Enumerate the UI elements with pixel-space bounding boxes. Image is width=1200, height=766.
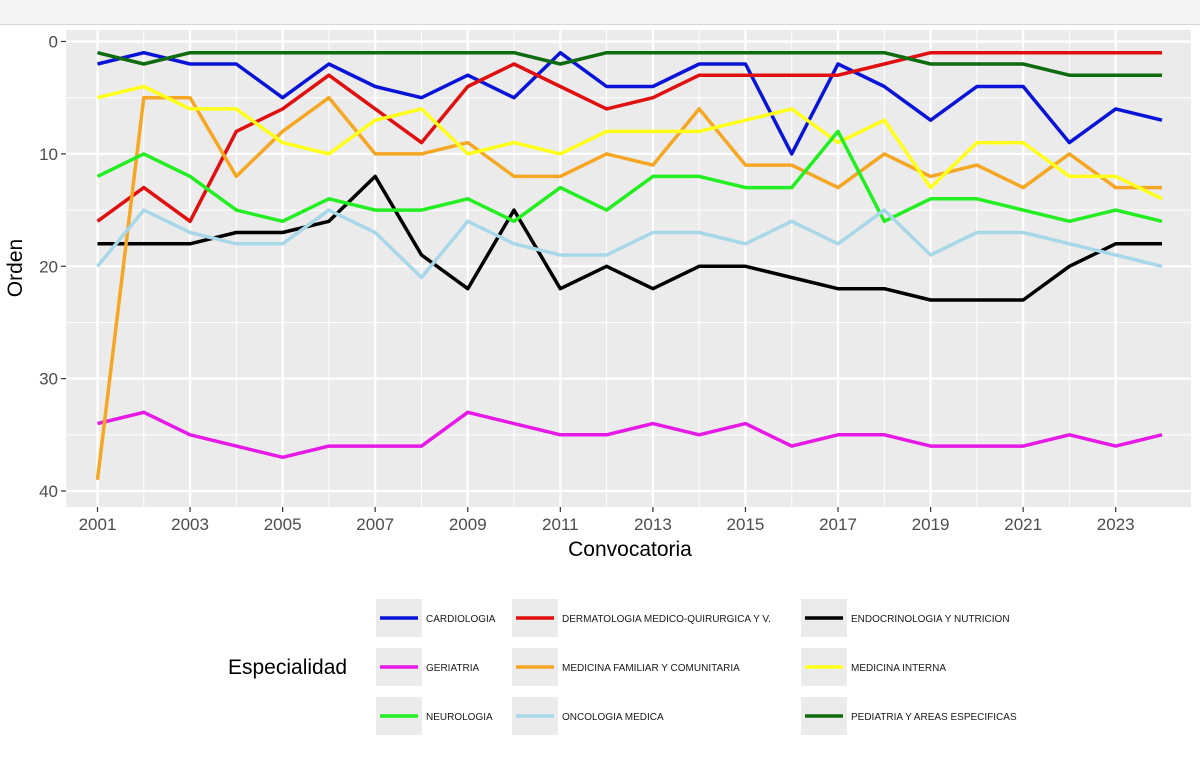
legend-label-geriatria: GERIATRIA (426, 663, 479, 674)
legend-label-neurologia: NEUROLOGIA (426, 712, 493, 723)
legend-label-cardiologia: CARDIOLOGIA (426, 614, 496, 625)
series-line-neurologia (96, 129, 1163, 224)
legend-label-pediatria-y-areas-especificas: PEDIATRIA Y AREAS ESPECIFICAS (851, 712, 1017, 723)
series-lines (95, 50, 1163, 481)
y-tick-label: 40 (39, 482, 58, 501)
x-tick-label: 2021 (1004, 515, 1042, 534)
x-tick-label: 2003 (171, 515, 209, 534)
y-tick-label: 10 (39, 145, 58, 164)
x-axis: 2001 2003 2005 2007 2009 2011 2013 2015 2017 2019… (79, 507, 1135, 534)
x-tick-label: 2011 (542, 515, 579, 534)
legend-label-medicina-familiar-y-comunitaria: MEDICINA FAMILIAR Y COMUNITARIA (562, 663, 740, 674)
x-axis-title: Convocatoria (568, 538, 692, 561)
legend-title: Especialidad (228, 656, 347, 679)
plot-panel (66, 30, 1191, 507)
y-axis: 0 10 20 30 40 (39, 33, 66, 501)
y-axis-title: Orden (4, 239, 27, 297)
y-tick-label: 0 (49, 33, 58, 52)
x-tick-label: 2005 (264, 515, 302, 534)
series-line-endocrinologia-y-nutricion (97, 174, 1162, 302)
y-tick-label: 20 (39, 257, 58, 276)
x-tick-label: 2007 (356, 515, 394, 534)
x-tick-label: 2001 (79, 515, 117, 534)
series-line-medicina-interna (97, 84, 1163, 201)
x-tick-label: 2019 (912, 515, 950, 534)
series-line-pediatria-y-areas-especificas (97, 50, 1162, 77)
x-tick-label: 2023 (1097, 515, 1135, 534)
x-tick-label: 2013 (634, 515, 672, 534)
x-tick-label: 2009 (449, 515, 487, 534)
legend-label-medicina-interna: MEDICINA INTERNA (851, 663, 946, 674)
series-line-oncologia-medica (96, 208, 1163, 280)
legend-label-oncologia-medica: ONCOLOGIA MEDICA (562, 712, 664, 723)
window-top-bar (0, 0, 1200, 25)
series-line-dermatologia-medico-quirurgica-y-v (96, 50, 1162, 224)
series-line-geriatria (97, 410, 1163, 460)
legend-label-dermatologia-medico-quirurgica-y-v: DERMATOLOGIA MEDICO-QUIRURGICA Y V. (562, 614, 771, 625)
series-line-cardiologia (97, 50, 1163, 156)
y-tick-label: 30 (39, 370, 58, 389)
x-tick-label: 2015 (727, 515, 765, 534)
x-tick-label: 2017 (819, 515, 857, 534)
legend-label-endocrinologia-y-nutricion: ENDOCRINOLOGIA Y NUTRICION (851, 614, 1010, 625)
legend: CARDIOLOGIA DERMATOLOGIA MEDICO-QUIRURGIC… (376, 599, 1017, 735)
